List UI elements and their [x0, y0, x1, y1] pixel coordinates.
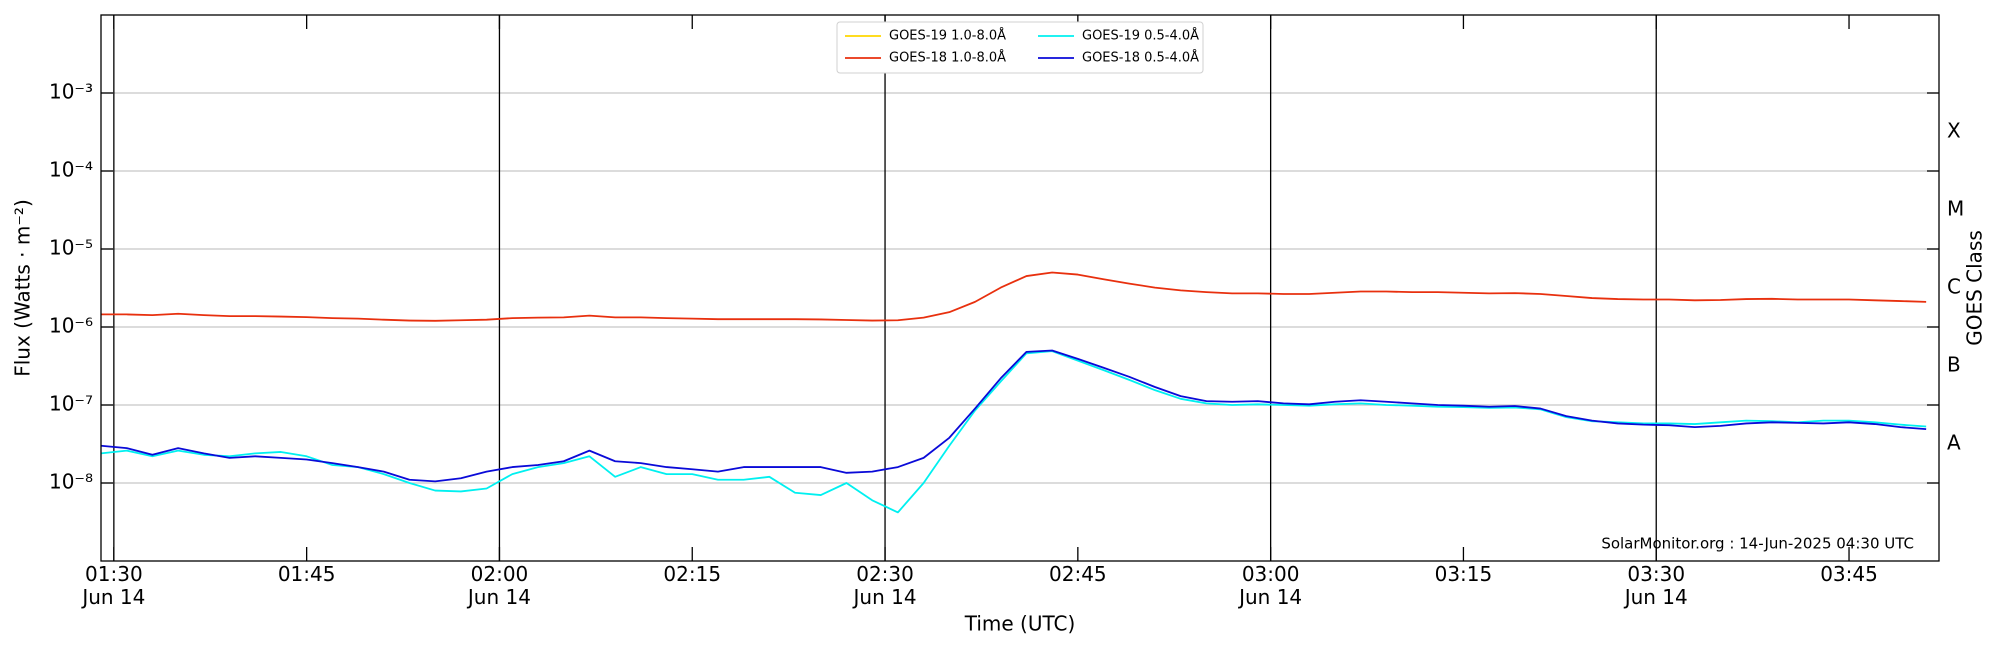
class-label: A: [1947, 431, 1961, 455]
x-tick-label: 02:30 Jun 14: [852, 562, 917, 609]
class-label: X: [1947, 119, 1961, 143]
x-tick-label-line: 02:30: [856, 562, 914, 586]
x-tick-label-line: 01:30: [85, 562, 143, 586]
x-tick-label: 03:45: [1820, 562, 1878, 586]
x-tick-label-line: 03:30: [1627, 562, 1685, 586]
legend: GOES-19 1.0-8.0Å GOES-18 1.0-8.0Å GOES-19 …: [836, 21, 1204, 74]
x-tick-label-line: 03:15: [1435, 562, 1493, 586]
legend-label: GOES-18 0.5-4.0Å: [1082, 50, 1199, 66]
y-axis-title: Flux (Watts · m⁻²): [11, 199, 35, 377]
x-tick-label: 01:45: [278, 562, 336, 586]
x-tick-label-line: Jun 14: [1237, 585, 1302, 609]
series-line: [101, 271, 1927, 322]
y-tick-label: 10⁻⁸: [49, 470, 93, 494]
x-tick-label: 03:00 Jun 14: [1237, 562, 1302, 609]
class-label: C: [1947, 275, 1961, 299]
class-label: M: [1947, 197, 1964, 221]
x-axis-title: Time (UTC): [964, 612, 1076, 636]
x-tick-label: 03:30 Jun 14: [1623, 562, 1688, 609]
x-tick-label: 02:15: [663, 562, 721, 586]
x-tick-label-line: 02:15: [663, 562, 721, 586]
legend-label: GOES-19 0.5-4.0Å: [1082, 28, 1199, 44]
plot-area: [100, 15, 1939, 561]
x-tick-label-line: Jun 14: [80, 585, 145, 609]
series-line: [100, 349, 1927, 483]
y-tick-label: 10⁻⁵: [49, 236, 93, 260]
y-tick-label: 10⁻⁷: [49, 392, 93, 416]
annotation: SolarMonitor.org : 14-Jun-2025 04:30 UTC: [1601, 535, 1914, 553]
y-tick-label: 10⁻⁶: [49, 314, 93, 338]
x-tick-label-line: 01:45: [278, 562, 336, 586]
x-tick-label-line: 02:45: [1049, 562, 1107, 586]
x-tick-label: 02:45: [1049, 562, 1107, 586]
series-line: [100, 350, 1927, 514]
x-tick-label: 02:00 Jun 14: [466, 562, 531, 609]
x-tick-label-line: Jun 14: [852, 585, 917, 609]
legend-label: GOES-19 1.0-8.0Å: [889, 28, 1006, 44]
legend-box: [836, 21, 1204, 74]
x-tick-label-line: 03:45: [1820, 562, 1878, 586]
x-tick-label-line: 03:00: [1242, 562, 1300, 586]
y-tick-label: 10⁻⁴: [49, 158, 93, 182]
plot-frame: [100, 14, 1940, 562]
class-label: B: [1947, 353, 1961, 377]
x-tick-label-line: Jun 14: [1623, 585, 1688, 609]
x-tick-label-line: 02:00: [471, 562, 529, 586]
y-tick-label: 10⁻³: [49, 80, 93, 104]
x-tick-label: 01:30 Jun 14: [80, 562, 145, 609]
y2-axis-title: GOES Class: [1963, 230, 1987, 346]
x-tick-label-line: Jun 14: [466, 585, 531, 609]
x-tick-label: 03:15: [1435, 562, 1493, 586]
legend-label: GOES-18 1.0-8.0Å: [889, 50, 1006, 66]
